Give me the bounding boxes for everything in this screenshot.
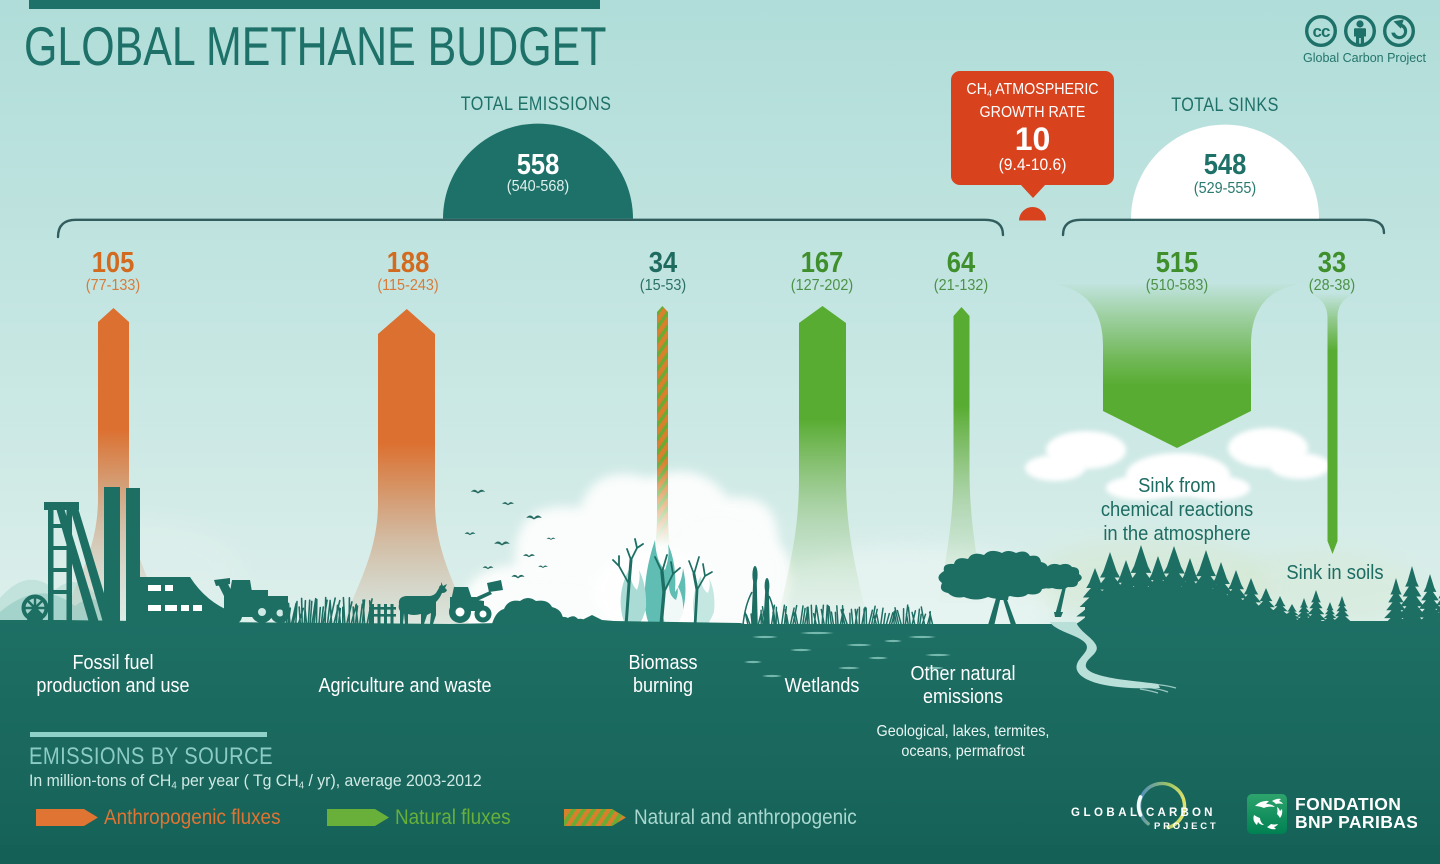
svg-text:CARBON: CARBON — [1146, 807, 1216, 819]
svg-text:PROJECT: PROJECT — [1154, 821, 1218, 832]
svg-text:BNP PARIBAS: BNP PARIBAS — [1295, 812, 1417, 832]
svg-text:cc: cc — [1313, 22, 1330, 41]
svg-text:GLOBAL: GLOBAL — [1071, 807, 1141, 819]
svg-text:FONDATION: FONDATION — [1295, 794, 1401, 814]
